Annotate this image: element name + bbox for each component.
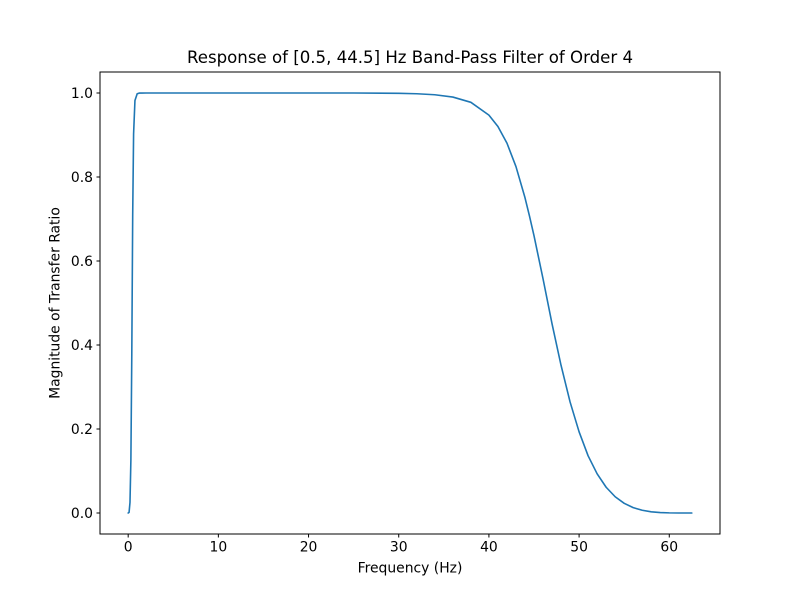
x-tick-label: 30 xyxy=(390,540,408,556)
x-axis-ticks: 0 10 20 30 40 50 60 xyxy=(124,534,678,556)
y-tick-label: 0.6 xyxy=(71,254,93,270)
x-axis-label: Frequency (Hz) xyxy=(358,561,463,577)
response-curve xyxy=(127,92,693,514)
x-tick-label: 50 xyxy=(570,540,588,556)
axes-frame xyxy=(99,71,721,535)
y-tick-label: 0.4 xyxy=(71,338,93,354)
x-tick-label: 20 xyxy=(300,540,318,556)
y-tick-label: 0.0 xyxy=(71,506,93,522)
y-axis-label: Magnitude of Transfer Ratio xyxy=(48,207,64,399)
chart-title: Response of [0.5, 44.5] Hz Band-Pass Fil… xyxy=(187,48,633,67)
x-tick-label: 40 xyxy=(480,540,498,556)
y-axis-ticks: 0.0 0.2 0.4 0.6 0.8 1.0 xyxy=(71,86,100,522)
y-tick-label: 0.8 xyxy=(71,170,93,186)
y-tick-label: 1.0 xyxy=(71,86,93,102)
x-tick-label: 60 xyxy=(660,540,678,556)
y-tick-label: 0.2 xyxy=(71,422,93,438)
x-tick-label: 0 xyxy=(124,540,133,556)
x-tick-label: 10 xyxy=(210,540,228,556)
